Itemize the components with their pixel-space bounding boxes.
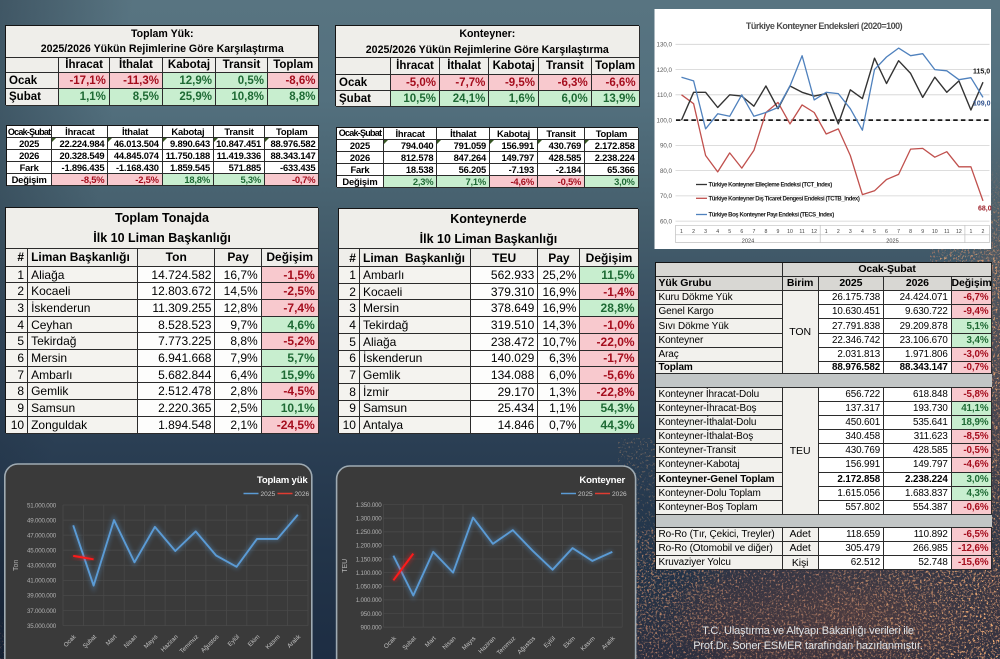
svg-text:1.250.000: 1.250.000 (356, 529, 382, 536)
svg-text:47.000.000: 47.000.000 (27, 532, 57, 539)
svg-text:130,0: 130,0 (657, 42, 673, 49)
svg-text:2025: 2025 (261, 491, 276, 498)
svg-text:TEU: TEU (342, 559, 349, 573)
svg-text:100,0: 100,0 (657, 117, 673, 124)
svg-text:1: 1 (969, 229, 972, 235)
svg-text:Türkiye Konteyner Endeksleri (: Türkiye Konteyner Endeksleri (2020=100) (746, 21, 903, 31)
svg-text:2: 2 (982, 229, 985, 235)
svg-text:43.000.000: 43.000.000 (27, 563, 57, 570)
svg-text:1.200.000: 1.200.000 (356, 543, 382, 550)
svg-text:120,0: 120,0 (657, 67, 673, 74)
svg-text:12: 12 (811, 229, 817, 235)
svg-text:2: 2 (692, 229, 695, 235)
svg-text:3: 3 (849, 229, 852, 235)
svg-text:2026: 2026 (612, 491, 627, 498)
svg-text:Türkiye Konteyner Dış Ticaret: Türkiye Konteyner Dış Ticaret Dengesi En… (709, 196, 860, 202)
svg-text:49.000.000: 49.000.000 (27, 517, 57, 524)
svg-text:8: 8 (764, 229, 767, 235)
svg-text:110,0: 110,0 (657, 92, 673, 99)
svg-text:90,0: 90,0 (660, 143, 673, 150)
svg-text:10: 10 (932, 229, 938, 235)
svg-text:6: 6 (740, 229, 743, 235)
svg-text:1.050.000: 1.050.000 (356, 584, 382, 591)
svg-text:2025: 2025 (886, 239, 898, 245)
svg-text:2025: 2025 (578, 491, 593, 498)
svg-text:3: 3 (704, 229, 707, 235)
svg-text:10: 10 (787, 229, 793, 235)
svg-text:60,0: 60,0 (660, 218, 673, 225)
svg-text:1: 1 (825, 229, 828, 235)
svg-text:1.100.000: 1.100.000 (356, 570, 382, 577)
svg-text:109,0: 109,0 (973, 101, 991, 108)
svg-text:35.000.000: 35.000.000 (27, 623, 57, 630)
svg-text:8: 8 (909, 229, 912, 235)
svg-text:4: 4 (716, 229, 719, 235)
svg-text:9: 9 (921, 229, 924, 235)
svg-text:5: 5 (728, 229, 731, 235)
svg-text:9: 9 (777, 229, 780, 235)
svg-text:6: 6 (885, 229, 888, 235)
svg-text:Türkiye Boş Konteyner Payı End: Türkiye Boş Konteyner Payı Endeksi (TECS… (709, 213, 835, 219)
svg-text:Konteyner: Konteyner (579, 475, 625, 486)
svg-text:39.000.000: 39.000.000 (27, 593, 57, 600)
svg-text:7: 7 (752, 229, 755, 235)
svg-text:70,0: 70,0 (660, 193, 673, 200)
svg-text:51.000.000: 51.000.000 (27, 502, 57, 509)
svg-text:1.000.000: 1.000.000 (356, 597, 382, 604)
svg-text:2024: 2024 (742, 239, 754, 245)
svg-text:80,0: 80,0 (660, 168, 673, 175)
svg-text:Türkiye Konteyner Elleçleme En: Türkiye Konteyner Elleçleme Endeksi (TCT… (709, 183, 833, 189)
svg-text:1.300.000: 1.300.000 (356, 515, 382, 522)
svg-text:1: 1 (680, 229, 683, 235)
svg-text:900.000: 900.000 (361, 625, 383, 632)
svg-text:5: 5 (873, 229, 876, 235)
svg-text:115,0: 115,0 (973, 69, 990, 76)
svg-text:37.000.000: 37.000.000 (27, 608, 57, 615)
svg-text:Toplam yük: Toplam yük (257, 475, 308, 486)
svg-text:2: 2 (837, 229, 840, 235)
svg-text:1.150.000: 1.150.000 (356, 556, 382, 563)
svg-text:11: 11 (944, 229, 949, 235)
svg-text:Ton: Ton (13, 560, 20, 571)
svg-text:41.000.000: 41.000.000 (27, 578, 57, 585)
svg-text:2026: 2026 (295, 491, 310, 498)
svg-text:7: 7 (897, 229, 900, 235)
svg-text:45.000.000: 45.000.000 (27, 548, 57, 555)
svg-text:950.000: 950.000 (361, 611, 383, 618)
svg-text:12: 12 (956, 229, 962, 235)
svg-text:4: 4 (861, 229, 864, 235)
svg-text:1.350.000: 1.350.000 (356, 502, 382, 509)
svg-text:68,0: 68,0 (978, 206, 992, 213)
svg-text:11: 11 (799, 229, 804, 235)
